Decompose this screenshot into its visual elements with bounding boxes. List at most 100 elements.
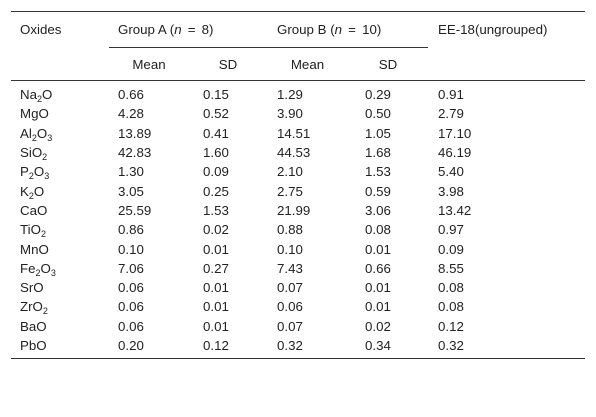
group-b-sd: 0.59 [365,183,391,199]
header-row-groups: Oxides Group A (n = 8) Group B (n = 10) EE-1… [11,11,585,48]
oxide-name: MgO [20,106,49,122]
group-a-mean: 7.06 [118,260,144,276]
table-row: K2O 3.05 0.25 2.75 0.59 3.98 [11,181,585,201]
group-a-mean: 25.59 [118,202,152,218]
group-b-mean: 0.07 [277,280,303,296]
col-header-group-b: Group B (n = 10) [267,11,428,48]
group-b-sd: 1.68 [365,145,391,161]
table-body: Na2O 0.66 0.15 1.29 0.29 0.91 MgO 4.28 0.52 3.90 0… [11,81,585,360]
oxide-name: BaO [20,318,47,334]
oxide-composition-table: Oxides Group A (n = 8) Group B (n = 10) EE-1… [11,11,585,360]
group-b-mean: 14.51 [277,125,311,141]
table-row: MnO 0.10 0.01 0.10 0.01 0.09 [11,239,585,258]
group-b-sd: 3.06 [365,202,391,218]
group-a-mean: 1.30 [118,164,144,180]
ee18-value: 5.40 [438,164,464,180]
ee18-value: 2.79 [438,106,464,122]
col-header-group-a: Group A (n = 8) [109,11,267,48]
group-b-mean: 0.07 [277,318,303,334]
group-a-mean: 42.83 [118,145,152,161]
oxide-name: MnO [20,241,49,257]
oxide-name: P2O3 [20,164,50,182]
oxide-name: CaO [20,202,48,218]
group-b-mean: 7.43 [277,260,303,276]
ee18-value: 8.55 [438,260,464,276]
col-header-ee18: EE-18(ungrouped) [438,22,548,38]
group-a-sd: 0.27 [203,260,229,276]
group-b-mean: 0.88 [277,222,303,238]
table-row: Al2O3 13.89 0.41 14.51 1.05 17.10 [11,124,585,143]
group-b-sd: 0.34 [348,335,428,360]
group-a-sd: 1.53 [203,202,229,218]
oxide-name: SiO2 [20,145,48,163]
oxide-name: TiO2 [20,222,46,240]
col-header-b-sd: SD [348,47,428,81]
ee18-value: 3.98 [438,183,464,199]
group-a-sd: 1.60 [203,145,229,161]
group-b-mean: 3.90 [277,106,303,122]
group-b-sd: 0.50 [365,106,391,122]
group-a-sd: 0.41 [203,125,229,141]
group-a-mean: 0.66 [118,87,144,103]
group-b-mean: 2.75 [277,183,303,199]
ee18-value: 0.08 [438,299,464,315]
group-b-sd: 0.02 [365,318,391,334]
group-b-mean: 0.06 [277,299,303,315]
table-row: SrO 0.06 0.01 0.07 0.01 0.08 [11,278,585,297]
col-header-b-mean: Mean [267,47,348,81]
header-row-stats: Mean SD Mean SD [11,47,585,81]
group-a-sd: 0.01 [203,299,229,315]
col-header-oxides: Oxides [20,22,62,38]
table-row: BaO 0.06 0.01 0.07 0.02 0.12 [11,317,585,336]
group-a-mean: 13.89 [118,125,152,141]
group-a-mean: 0.06 [118,280,144,296]
group-a-mean: 0.86 [118,222,144,238]
group-b-sd: 1.05 [365,125,391,141]
group-b-mean: 44.53 [277,145,311,161]
ee18-value: 0.12 [438,318,464,334]
group-a-sd: 0.01 [203,318,229,334]
group-b-mean: 0.32 [267,335,348,360]
group-a-sd: 0.25 [203,183,229,199]
group-b-sd: 0.01 [365,280,391,296]
group-a-sd: 0.02 [203,222,229,238]
oxide-name: Al2O3 [20,125,53,143]
table-row: MgO 4.28 0.52 3.90 0.50 2.79 [11,104,585,123]
group-a-mean: 0.20 [109,335,189,360]
group-b-sd: 0.01 [365,241,391,257]
table-row: Na2O 0.66 0.15 1.29 0.29 0.91 [11,81,585,105]
table-row: PbO 0.20 0.12 0.32 0.34 0.32 [11,335,585,360]
table-row: Fe2O3 7.06 0.27 7.43 0.66 8.55 [11,259,585,278]
table-row: SiO2 42.83 1.60 44.53 1.68 46.19 [11,143,585,162]
ee18-value: 0.09 [438,241,464,257]
group-a-sd: 0.01 [203,280,229,296]
group-b-sd: 0.29 [365,87,391,103]
group-a-mean: 4.28 [118,106,144,122]
group-a-sd: 0.52 [203,106,229,122]
oxide-name: ZrO2 [20,299,48,317]
col-header-blank-ee [428,47,585,81]
group-b-sd: 0.01 [365,299,391,315]
ee18-value: 0.97 [438,222,464,238]
oxide-name: Na2O [20,87,53,105]
col-header-a-sd: SD [189,47,267,81]
group-a-sd: 0.01 [203,241,229,257]
table-row: P2O3 1.30 0.09 2.10 1.53 5.40 [11,162,585,181]
table-row: CaO 25.59 1.53 21.99 3.06 13.42 [11,201,585,220]
group-b-mean: 2.10 [277,164,303,180]
group-b-mean: 21.99 [277,202,311,218]
group-a-mean: 0.06 [118,299,144,315]
table-row: ZrO2 0.06 0.01 0.06 0.01 0.08 [11,297,585,316]
oxide-name: K2O [20,183,45,201]
ee18-value: 46.19 [438,145,472,161]
ee18-value: 0.32 [428,335,585,360]
group-b-sd: 0.66 [365,260,391,276]
group-a-mean: 3.05 [118,183,144,199]
group-b-mean: 1.29 [277,87,303,103]
group-a-mean: 0.06 [118,318,144,334]
group-a-mean: 0.10 [118,241,144,257]
ee18-value: 13.42 [438,202,472,218]
group-b-mean: 0.10 [277,241,303,257]
group-b-sd: 1.53 [365,164,391,180]
ee18-value: 17.10 [438,125,472,141]
